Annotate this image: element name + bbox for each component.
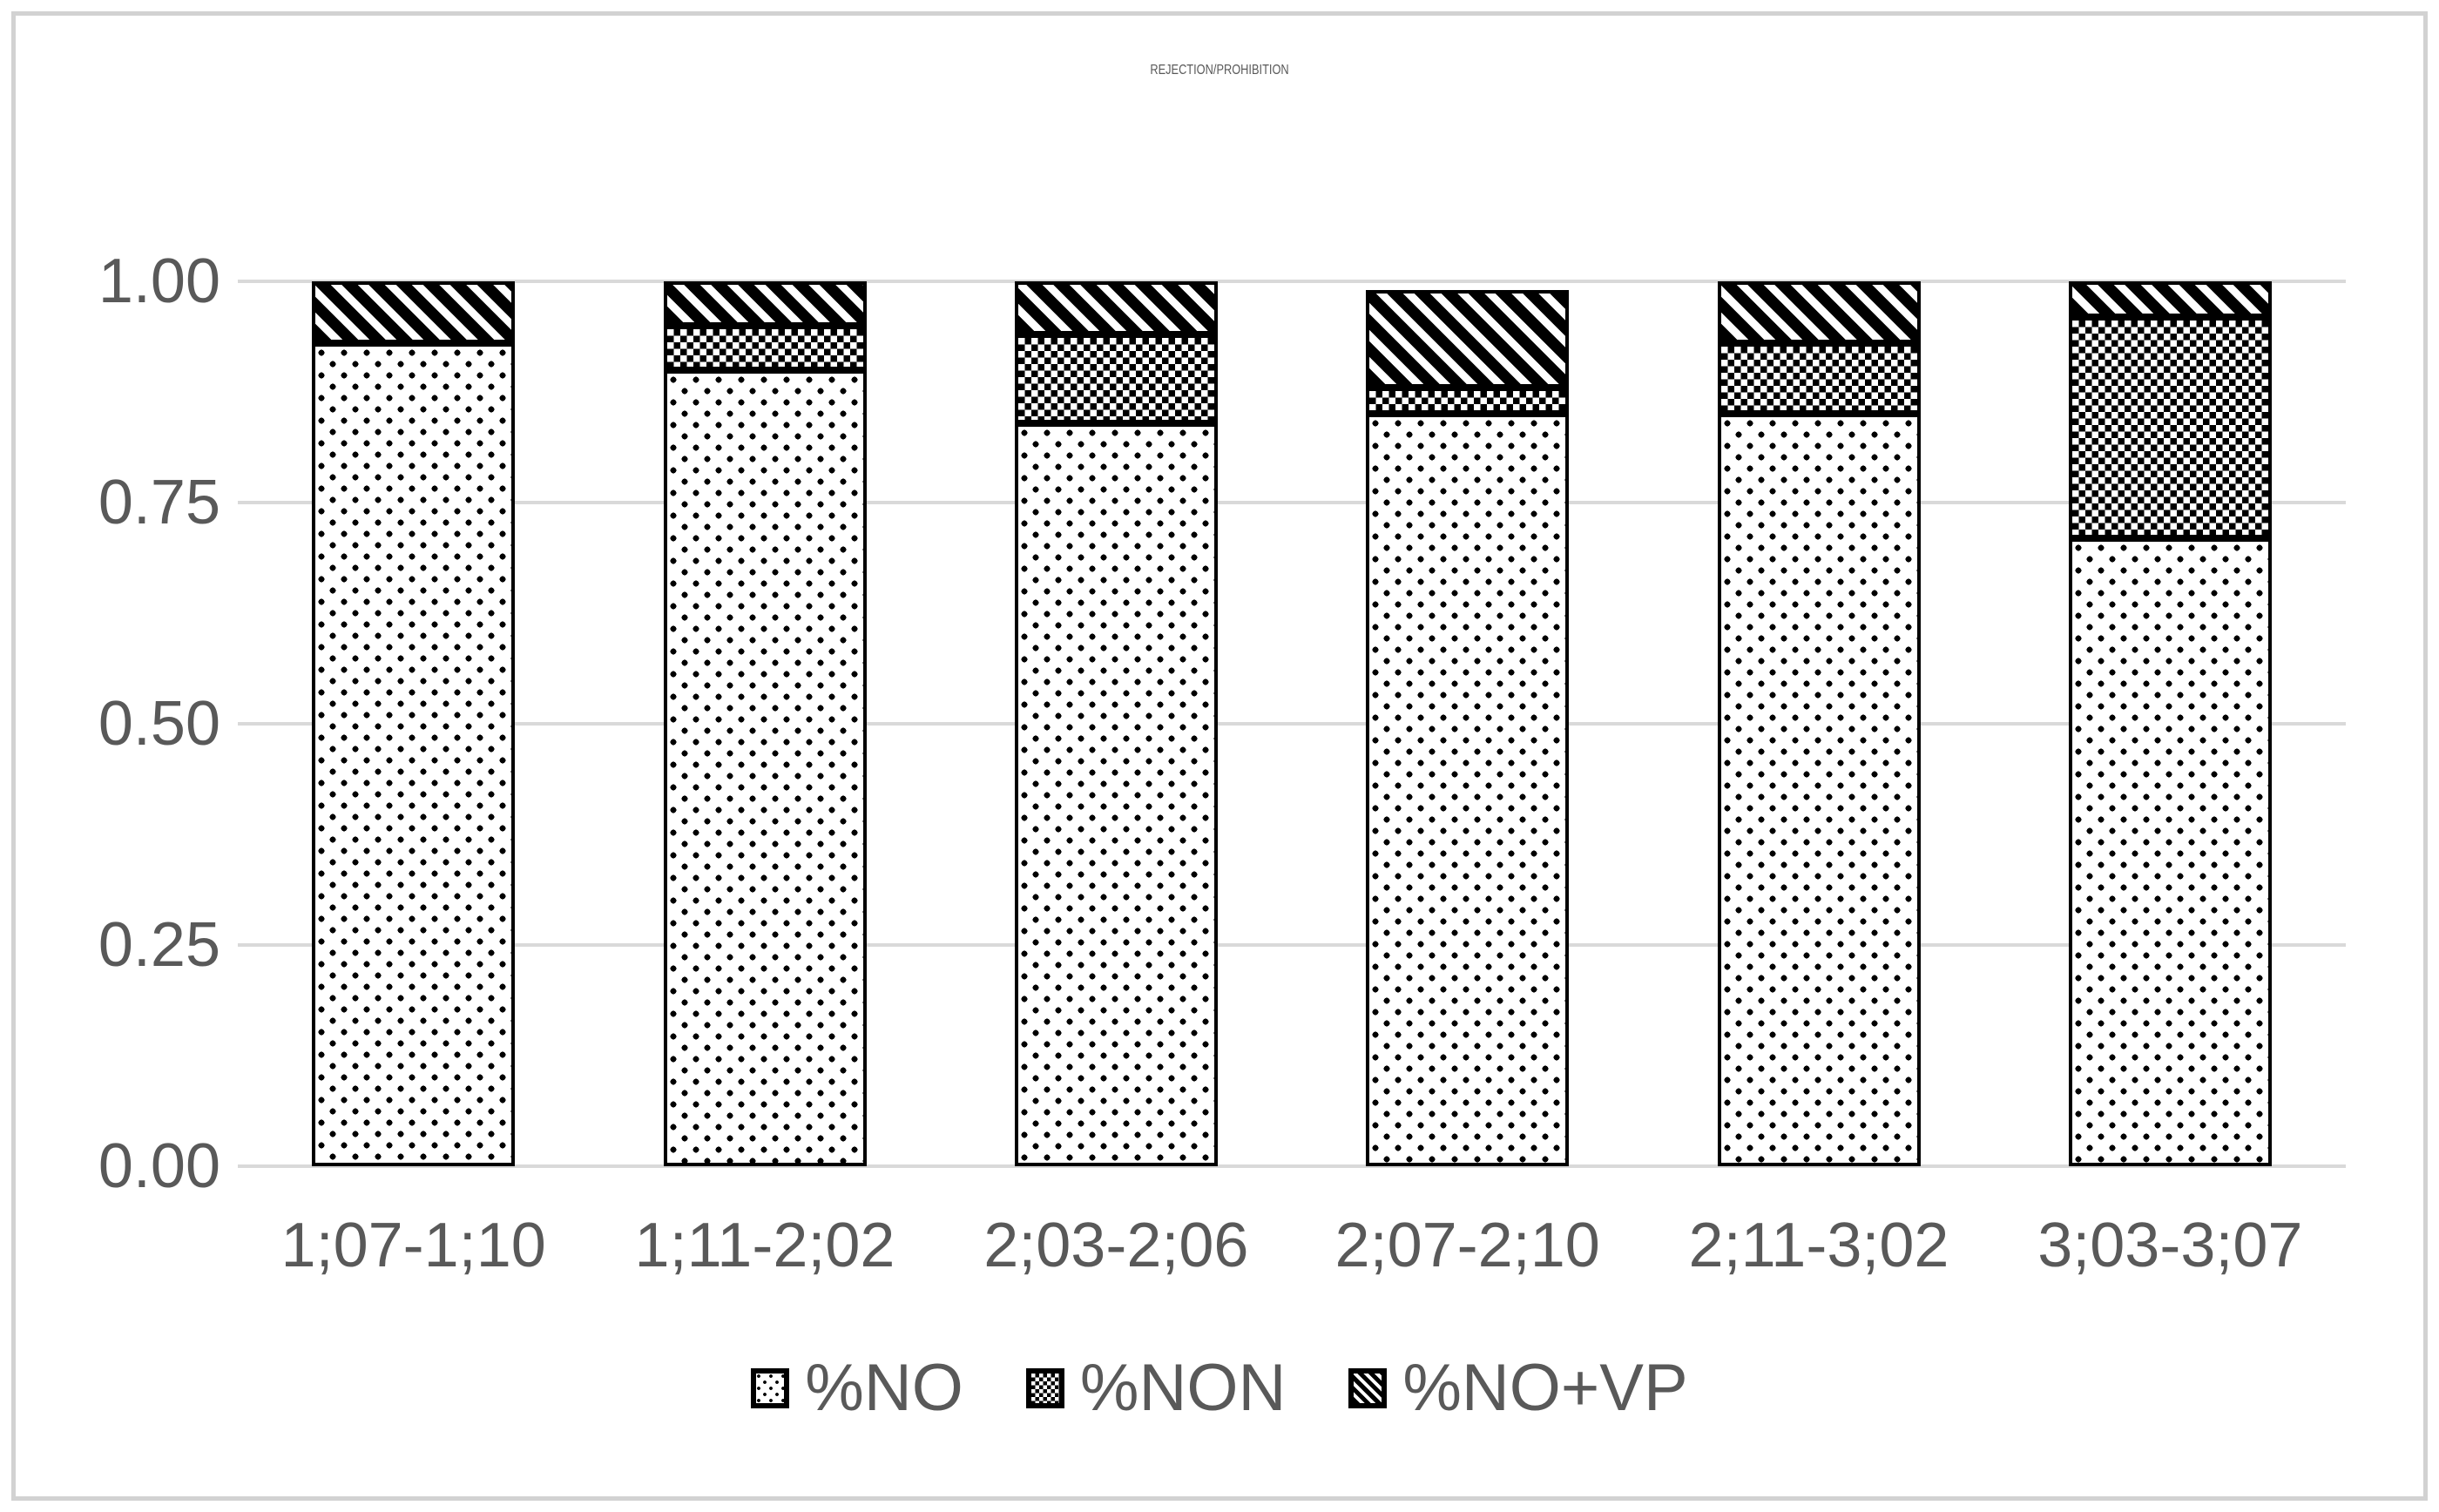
x-axis-tick-label: 1;07-1;10	[280, 1211, 546, 1280]
bar-segment-no	[312, 343, 516, 1166]
chart-frame-border	[11, 11, 2428, 1501]
bar-segment-non	[1366, 387, 1570, 415]
bar-segment-no	[1717, 414, 1921, 1166]
x-axis-tick-label: 2;07-2;10	[1334, 1211, 1600, 1280]
y-axis-tick-label: 0.50	[98, 689, 220, 759]
bar-segment-non	[1014, 334, 1218, 423]
bar-segment-no	[1366, 414, 1570, 1166]
y-axis-tick-label: 1.00	[98, 246, 220, 316]
grid-line	[238, 501, 2346, 504]
chart-title: REJECTION/PROHIBITION	[1150, 63, 1289, 78]
x-axis-tick-label: 3;03-3;07	[2037, 1211, 2303, 1280]
bar-segment-no+vp	[312, 281, 516, 344]
diagonal-pattern-swatch-icon	[1348, 1368, 1388, 1408]
x-axis-tick-label: 2;03-2;06	[983, 1211, 1249, 1280]
grid-line	[238, 1164, 2346, 1168]
legend-item-no: %NO	[751, 1355, 963, 1421]
bar-segment-no+vp	[1717, 281, 1921, 344]
bar-segment-no	[663, 369, 867, 1166]
checker-pattern-swatch-icon	[1025, 1368, 1064, 1408]
grid-line	[238, 722, 2346, 726]
y-axis-tick-label: 0.75	[98, 468, 220, 537]
dots-pattern-swatch-icon	[751, 1368, 790, 1408]
legend-label-non: %NON	[1079, 1351, 1287, 1425]
bar-segment-no	[1014, 422, 1218, 1166]
x-axis-tick-label: 1;11-2;02	[634, 1211, 895, 1280]
legend: %NO %NON %NO+VP	[0, 1355, 2439, 1421]
legend-label-no-vp: %NO+VP	[1402, 1351, 1688, 1425]
legend-item-no-vp: %NO+VP	[1348, 1351, 1688, 1425]
y-axis-tick-label: 0.25	[98, 910, 220, 980]
bar-segment-no+vp	[1014, 281, 1218, 334]
bar-segment-no+vp	[663, 281, 867, 326]
y-axis-tick-label: 0.00	[98, 1131, 220, 1201]
legend-label-no: %NO	[805, 1351, 963, 1425]
bar-segment-no	[2068, 537, 2272, 1166]
bar-segment-non	[1717, 343, 1921, 415]
legend-item-non: %NON	[1025, 1351, 1287, 1425]
bar-segment-non	[663, 325, 867, 370]
x-axis-tick-label: 2;11-3;02	[1688, 1211, 1949, 1280]
grid-line	[238, 280, 2346, 283]
bar-segment-no+vp	[1366, 290, 1570, 388]
bar-segment-no+vp	[2068, 281, 2272, 317]
bar-segment-non	[2068, 316, 2272, 538]
grid-line	[238, 943, 2346, 947]
